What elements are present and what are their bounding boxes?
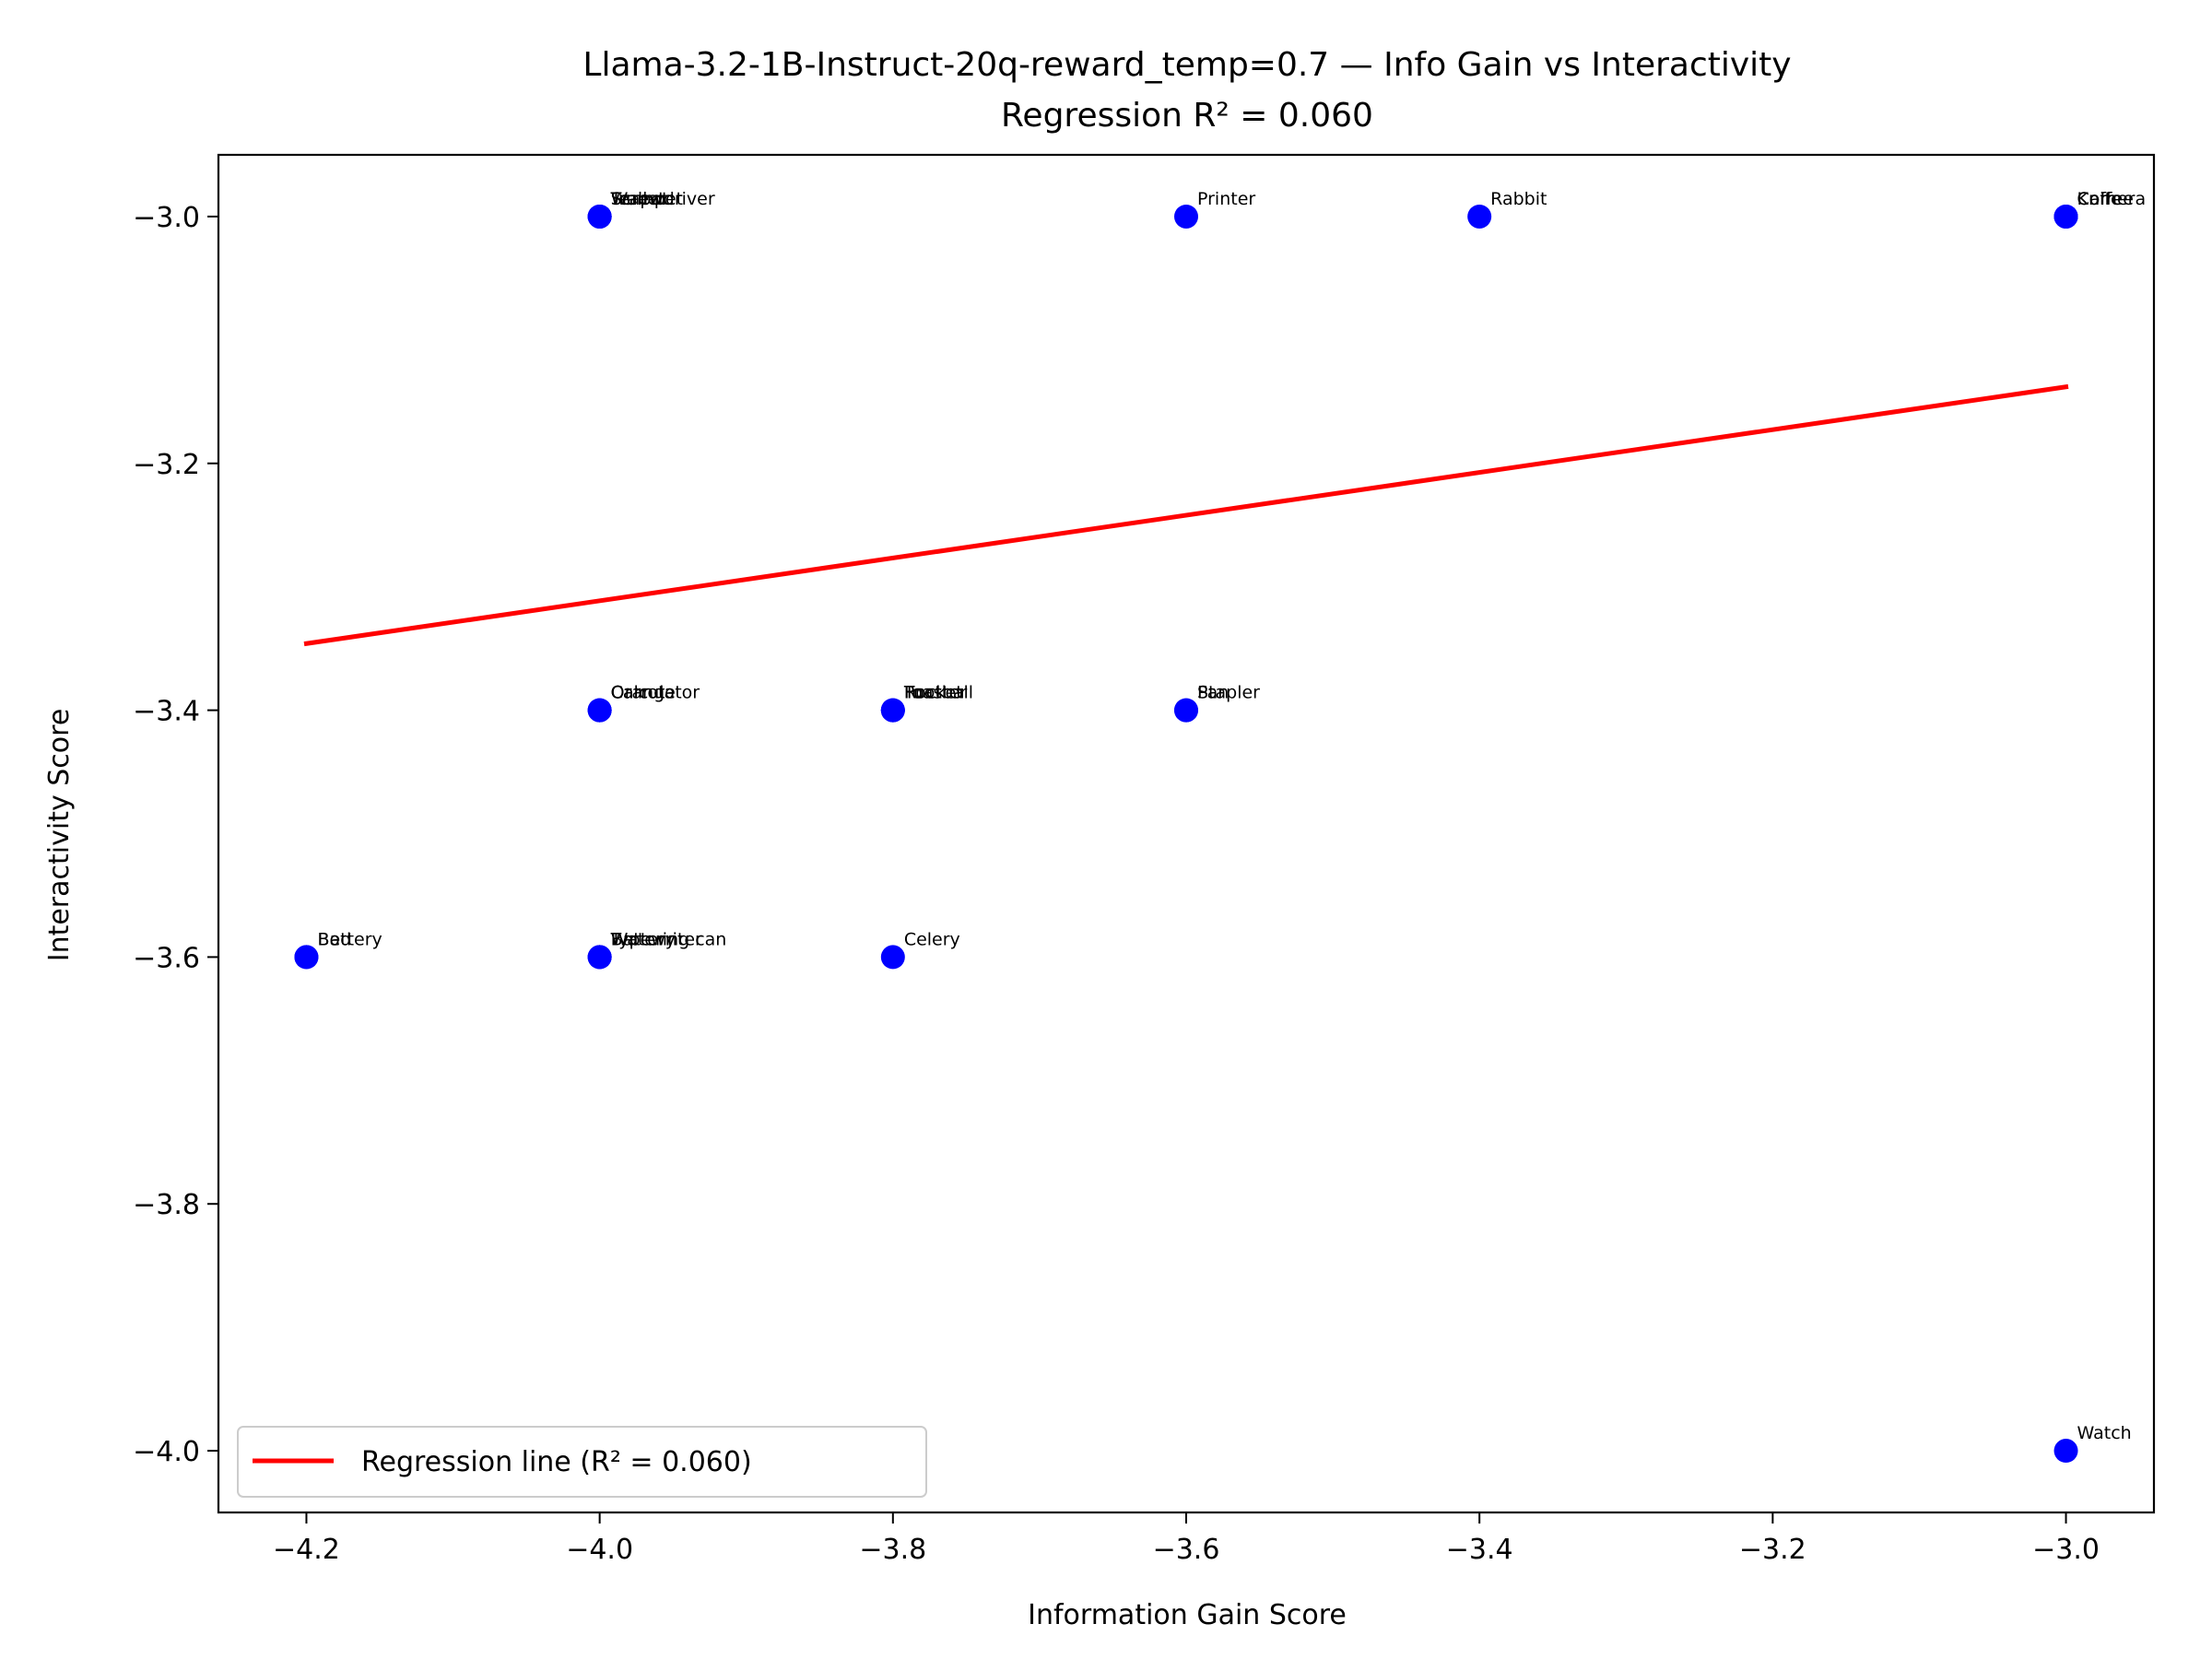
- data-point: [880, 945, 905, 970]
- legend-label: Regression line (R² = 0.060): [361, 1446, 752, 1478]
- y-axis-label: Interactivity Score: [43, 709, 76, 962]
- x-tick-label: −3.2: [1739, 1534, 1806, 1566]
- x-axis-label: Information Gain Score: [1028, 1599, 1347, 1631]
- data-point: [1174, 204, 1198, 229]
- data-point: [587, 698, 612, 723]
- point-label: Orange: [611, 683, 676, 703]
- point-label: Toaster: [903, 683, 968, 703]
- y-tick-label: −3.8: [133, 1189, 200, 1221]
- data-point: [880, 698, 905, 723]
- y-tick-label: −3.0: [133, 202, 200, 234]
- point-label: Watch: [2077, 1423, 2132, 1443]
- data-point: [1174, 698, 1198, 723]
- point-label: Screwdriver: [611, 189, 715, 209]
- point-label: Wallet: [611, 189, 665, 209]
- x-tick-label: −4.0: [566, 1534, 633, 1566]
- point-label: Coffee: [2077, 189, 2134, 209]
- x-tick-label: −3.4: [1446, 1534, 1513, 1566]
- y-tick-label: −3.4: [133, 696, 200, 728]
- point-label: Typewriter: [610, 929, 702, 949]
- point-label: Watering can: [611, 929, 727, 949]
- data-point: [2053, 1439, 2078, 1464]
- point-label: Camera: [2077, 189, 2147, 209]
- point-label: Football: [904, 683, 973, 703]
- regression-line: [303, 383, 2069, 647]
- point-label: Calculator: [611, 683, 700, 703]
- y-tick-label: −4.0: [133, 1436, 200, 1468]
- y-tick-label: −3.2: [133, 449, 200, 481]
- data-point: [587, 204, 612, 229]
- y-axis: −3.0 −3.2 −3.4 −3.6 −3.8 −4.0: [133, 202, 218, 1468]
- point-label: Rocket: [904, 683, 963, 703]
- chart-title: Llama-3.2-1B-Instruct-20q-reward_temp=0.…: [582, 46, 1791, 84]
- point-label: Pan: [1197, 683, 1229, 703]
- point-label: Bed: [317, 929, 351, 949]
- x-axis: −4.2 −4.0 −3.8 −3.6 −3.4 −3.2 −3.0: [273, 1512, 2100, 1566]
- data-point: [294, 945, 319, 970]
- point-label: Battery: [317, 929, 382, 949]
- point-label: Teapot: [610, 189, 669, 209]
- y-tick-label: −3.6: [133, 942, 200, 974]
- point-label: Rabbit: [1490, 189, 1547, 209]
- x-tick-label: −3.8: [859, 1534, 926, 1566]
- point-label: Knife: [2077, 189, 2122, 209]
- plot-frame: [217, 153, 2156, 1514]
- point-label: Carrot: [611, 683, 665, 703]
- legend-box: [237, 1426, 927, 1498]
- point-label: Celery: [904, 929, 960, 949]
- chart-subtitle: Regression R² = 0.060: [1001, 97, 1373, 135]
- point-label: Printer: [1197, 189, 1255, 209]
- point-label: Battery: [611, 929, 676, 949]
- x-tick-label: −3.0: [2032, 1534, 2100, 1566]
- point-label: Stapler: [1197, 683, 1260, 703]
- x-tick-label: −4.2: [273, 1534, 340, 1566]
- data-point: [1467, 204, 1492, 229]
- x-tick-label: −3.6: [1153, 1534, 1220, 1566]
- legend: Regression line (R² = 0.060): [237, 1426, 927, 1498]
- point-label: Trumpet: [610, 189, 683, 209]
- data-point: [2053, 204, 2078, 229]
- data-point: [587, 945, 612, 970]
